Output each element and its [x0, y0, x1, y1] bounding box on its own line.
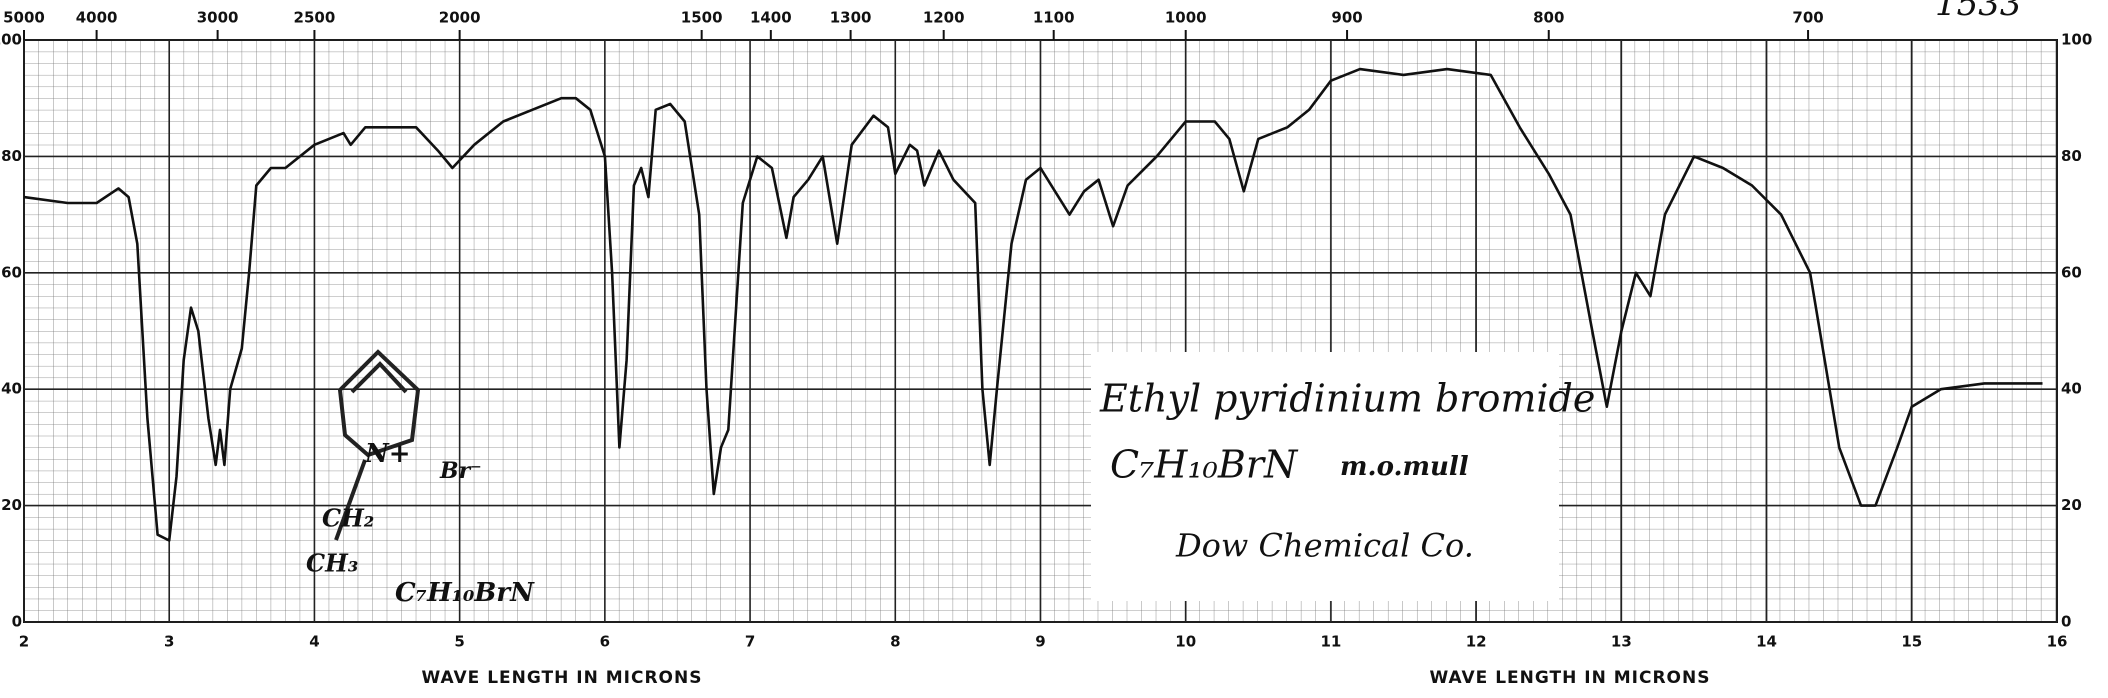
molecule: [334, 349, 421, 541]
ch2-label: CH₂: [322, 504, 374, 533]
x-tick-label: 7: [745, 633, 755, 651]
y-tick-label-right: 20: [2061, 496, 2082, 514]
y-tick-label-right: 0: [2061, 613, 2071, 631]
source: Dow Chemical Co.: [1175, 527, 1474, 565]
x2-tick-label: 1500: [681, 9, 723, 27]
y-tick-label: 80: [1, 147, 22, 165]
spectrum-line: [23, 67, 2043, 542]
x-tick-label: 4: [309, 633, 319, 651]
x2-tick-label: 2000: [439, 9, 481, 27]
x-tick-label: 2: [19, 633, 29, 651]
label-card: [1091, 352, 1559, 601]
x-axis-label-right: WAVE LENGTH IN MICRONS: [1430, 668, 1711, 688]
formula: C₇H₁₀BrN: [1110, 443, 1299, 487]
x2-tick-label: 2500: [294, 9, 336, 27]
x-tick-label: 13: [1611, 633, 1632, 651]
x-tick-label: 12: [1466, 633, 1487, 651]
y-tick-label-right: 80: [2061, 147, 2082, 165]
compound-name: Ethyl pyridinium bromide: [1099, 377, 1595, 421]
x-tick-label: 3: [164, 633, 174, 651]
x2-tick-label: 800: [1533, 9, 1564, 27]
y-tick-label-right: 100: [2061, 31, 2092, 49]
x-tick-label: 10: [1175, 633, 1196, 651]
bromide-ion: Br⁻: [439, 458, 482, 484]
x2-tick-label: 1100: [1033, 9, 1075, 27]
x2-tick-label: 1300: [830, 9, 872, 27]
x-tick-label: 14: [1756, 633, 1777, 651]
x2-tick-label: 900: [1331, 9, 1362, 27]
x-tick-label: 15: [1901, 633, 1922, 651]
method: m.o.mull: [1340, 452, 1469, 482]
x-tick-label: 11: [1320, 633, 1341, 651]
y-tick-label: 0: [12, 613, 22, 631]
x-axis-label: WAVE LENGTH IN MICRONS: [422, 668, 703, 688]
y-tick-label: 20: [1, 496, 22, 514]
y-tick-label-right: 40: [2061, 380, 2082, 398]
y-tick-label: 100: [0, 31, 22, 49]
x-tick-label: 16: [2047, 633, 2068, 651]
x2-tick-label: 1200: [923, 9, 965, 27]
spectrum-number: 1533: [1935, 0, 2022, 24]
x2-tick-label: 4000: [76, 9, 118, 27]
x2-tick-label: 5000: [3, 9, 45, 27]
y-tick-label-right: 60: [2061, 263, 2082, 281]
x-tick-label: 9: [1035, 633, 1045, 651]
x-tick-label: 6: [600, 633, 610, 651]
x2-tick-label: 700: [1792, 9, 1823, 27]
y-tick-label: 40: [1, 380, 22, 398]
x2-tick-label: 3000: [197, 9, 239, 27]
y-tick-label: 60: [1, 263, 22, 281]
ch3-label: CH₃: [306, 549, 358, 578]
x-tick-label: 8: [890, 633, 900, 651]
n-plus: N+: [364, 439, 411, 469]
x-tick-label: 5: [454, 633, 464, 651]
x2-tick-label: 1400: [750, 9, 792, 27]
formula-small: C₇H₁₀BrN: [395, 578, 535, 608]
x2-tick-label: 1000: [1165, 9, 1207, 27]
